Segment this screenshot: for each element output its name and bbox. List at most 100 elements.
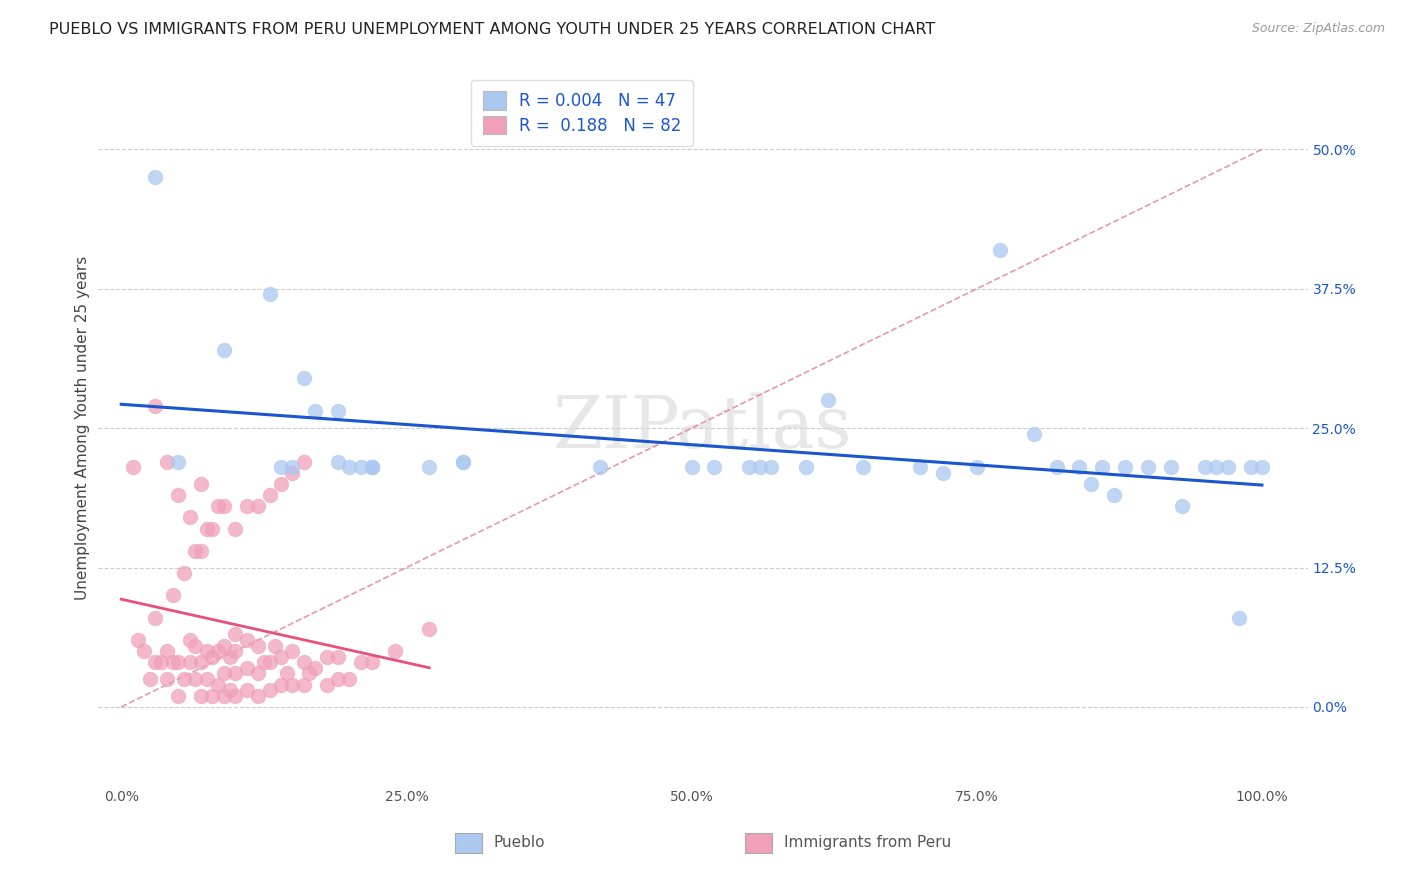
Point	[315, 649, 337, 664]
Point	[218, 649, 240, 664]
Point	[224, 627, 246, 641]
Point	[418, 460, 440, 475]
Point	[298, 666, 321, 681]
Point	[145, 399, 167, 413]
Point	[224, 521, 246, 535]
Point	[212, 639, 235, 653]
Point	[190, 689, 212, 703]
Point	[224, 644, 246, 658]
Point	[247, 639, 270, 653]
FancyBboxPatch shape	[745, 833, 772, 853]
Point	[1205, 460, 1227, 475]
Point	[173, 672, 195, 686]
Point	[281, 466, 304, 480]
Point	[1114, 460, 1136, 475]
Y-axis label: Unemployment Among Youth under 25 years: Unemployment Among Youth under 25 years	[75, 256, 90, 600]
Point	[453, 454, 475, 468]
Point	[207, 678, 229, 692]
Point	[179, 633, 201, 648]
Point	[235, 683, 257, 698]
Point	[361, 460, 384, 475]
Point	[326, 454, 349, 468]
Point	[184, 672, 207, 686]
Point	[281, 460, 304, 475]
Point	[207, 499, 229, 513]
Point	[292, 454, 315, 468]
Point	[361, 655, 384, 669]
Point	[292, 371, 315, 385]
Point	[259, 683, 281, 698]
Point	[276, 666, 298, 681]
Point	[1046, 460, 1069, 475]
Point	[212, 666, 235, 681]
Text: Source: ZipAtlas.com: Source: ZipAtlas.com	[1251, 22, 1385, 36]
Point	[132, 644, 155, 658]
Point	[304, 404, 326, 418]
Point	[195, 521, 218, 535]
Point	[235, 499, 257, 513]
Point	[207, 644, 229, 658]
Point	[337, 672, 360, 686]
Point	[1227, 610, 1250, 624]
Point	[259, 488, 281, 502]
Point	[201, 521, 224, 535]
Text: ZIPatlas: ZIPatlas	[553, 392, 853, 464]
FancyBboxPatch shape	[456, 833, 482, 853]
Point	[281, 644, 304, 658]
Point	[259, 655, 281, 669]
Point	[1022, 426, 1045, 441]
Point	[167, 689, 190, 703]
Point	[1136, 460, 1159, 475]
Point	[184, 639, 207, 653]
Point	[681, 460, 703, 475]
Point	[156, 454, 179, 468]
Point	[190, 476, 212, 491]
Point	[749, 460, 772, 475]
Point	[361, 460, 384, 475]
Point	[1216, 460, 1239, 475]
Text: Pueblo: Pueblo	[494, 835, 546, 850]
Point	[212, 689, 235, 703]
Point	[270, 678, 292, 692]
Point	[326, 672, 349, 686]
Point	[184, 543, 207, 558]
Point	[224, 689, 246, 703]
Point	[453, 454, 475, 468]
Point	[259, 287, 281, 301]
Point	[162, 589, 184, 603]
Legend: R = 0.004   N = 47, R =  0.188   N = 82: R = 0.004 N = 47, R = 0.188 N = 82	[471, 79, 693, 146]
Point	[145, 655, 167, 669]
Point	[190, 655, 212, 669]
Point	[304, 661, 326, 675]
Point	[156, 672, 179, 686]
Point	[1160, 460, 1182, 475]
Point	[218, 683, 240, 698]
Point	[1102, 488, 1125, 502]
Point	[852, 460, 875, 475]
Point	[703, 460, 725, 475]
Point	[292, 678, 315, 692]
Point	[264, 639, 287, 653]
Point	[817, 393, 839, 408]
Point	[292, 655, 315, 669]
Point	[247, 689, 270, 703]
Point	[179, 510, 201, 524]
Point	[1194, 460, 1216, 475]
Point	[121, 460, 143, 475]
Point	[145, 170, 167, 185]
Point	[212, 499, 235, 513]
Point	[173, 566, 195, 580]
Point	[384, 644, 406, 658]
Point	[1171, 499, 1194, 513]
Point	[167, 454, 190, 468]
Point	[179, 655, 201, 669]
Point	[337, 460, 360, 475]
Point	[350, 460, 373, 475]
Point	[201, 689, 224, 703]
Point	[326, 649, 349, 664]
Point	[418, 622, 440, 636]
Point	[150, 655, 173, 669]
Point	[190, 543, 212, 558]
Point	[361, 460, 384, 475]
Point	[253, 655, 276, 669]
